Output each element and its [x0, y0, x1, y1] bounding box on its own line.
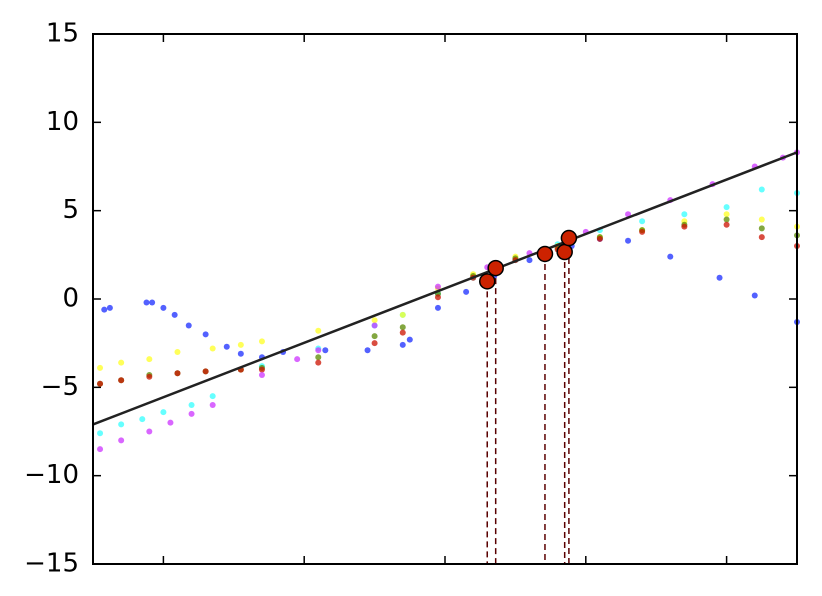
y-tick-label: 15 — [46, 19, 79, 49]
scatter-point — [315, 327, 322, 334]
scatter-point — [371, 322, 378, 329]
scatter-point — [118, 421, 125, 428]
scatter-point — [149, 299, 156, 306]
scatter-point — [758, 186, 765, 193]
scatter-point — [406, 336, 413, 343]
scatter-point — [639, 228, 646, 235]
scatter-point — [188, 410, 195, 417]
scatter-point — [202, 368, 209, 375]
scatter-point — [751, 292, 758, 299]
scatter-point — [143, 299, 150, 306]
scatter-point — [322, 347, 329, 354]
scatter-point — [463, 288, 470, 295]
scatter-point — [371, 317, 378, 324]
y-tick-label: −15 — [24, 549, 79, 579]
highlight-point — [478, 273, 496, 290]
scatter-point — [97, 446, 104, 453]
scatter-point — [315, 359, 322, 366]
scatter-point — [399, 324, 406, 331]
scatter-point — [237, 341, 244, 348]
scatter-point — [209, 393, 216, 400]
scatter-point — [625, 237, 632, 244]
scatter-point — [167, 419, 174, 426]
scatter-point — [101, 306, 108, 313]
scatter-point — [209, 345, 216, 352]
scatter-point — [258, 371, 265, 378]
y-tick-label: 10 — [46, 107, 79, 137]
scatter-point — [258, 338, 265, 345]
highlight-point — [536, 245, 554, 263]
scatter-point — [237, 350, 244, 357]
scatter-point — [118, 437, 125, 444]
scatter-point — [723, 216, 730, 223]
scatter-point — [723, 204, 730, 211]
scatter-point — [681, 223, 688, 230]
scatter-point — [681, 211, 688, 218]
scatter-point — [625, 211, 632, 218]
scatter-point — [146, 428, 153, 435]
scatter-point — [399, 341, 406, 348]
scatter-point — [758, 234, 765, 241]
scatter-point — [118, 359, 125, 366]
scatter-point — [160, 304, 167, 311]
y-tick-label: −10 — [24, 460, 79, 490]
scatter-point — [146, 356, 153, 363]
highlight-point — [560, 229, 578, 247]
scatter-point — [97, 430, 104, 437]
scatter-point — [174, 370, 181, 377]
y-tick-label: −5 — [41, 372, 79, 402]
scatter-point — [294, 356, 301, 363]
scatter-point — [188, 402, 195, 408]
scatter-point — [723, 221, 730, 228]
scatter-point — [315, 354, 322, 361]
scatter-point — [434, 283, 441, 290]
scatter-point — [174, 349, 181, 355]
scatter-point — [202, 331, 209, 338]
scatter-point — [223, 343, 230, 350]
scatter-point — [758, 216, 765, 223]
scatter-point — [160, 409, 167, 416]
scatter-point — [185, 322, 192, 329]
scatter-point — [139, 416, 146, 423]
scatter-point — [596, 235, 603, 242]
scatter-point — [399, 311, 406, 318]
scatter-point — [758, 225, 765, 232]
scatter-point — [371, 333, 378, 340]
scatter-point — [434, 294, 441, 301]
scatter-point — [434, 304, 441, 311]
scatter-point — [639, 218, 646, 225]
fit-line — [92, 151, 798, 426]
plot-frame — [92, 33, 798, 565]
scatter-point — [118, 377, 125, 384]
scatter-point — [667, 253, 674, 260]
scatter-point — [371, 340, 378, 347]
scatter-point — [146, 373, 153, 380]
scatter-point — [97, 364, 104, 371]
scatter-point — [171, 311, 178, 318]
scatter-point — [399, 329, 406, 336]
scatter-point — [364, 347, 371, 354]
scatter-point — [526, 257, 533, 264]
scatter-point — [97, 380, 104, 387]
y-tick-label: 5 — [62, 195, 79, 225]
scatter-point — [258, 366, 265, 373]
scatter-point — [315, 347, 322, 354]
scatter-point — [209, 402, 216, 408]
highlight-point — [487, 259, 504, 277]
scatter-point — [106, 304, 113, 311]
scatter-point — [716, 274, 723, 281]
y-tick-label: 0 — [62, 284, 79, 314]
scatter-point — [723, 211, 730, 218]
highlight-point — [556, 243, 573, 261]
